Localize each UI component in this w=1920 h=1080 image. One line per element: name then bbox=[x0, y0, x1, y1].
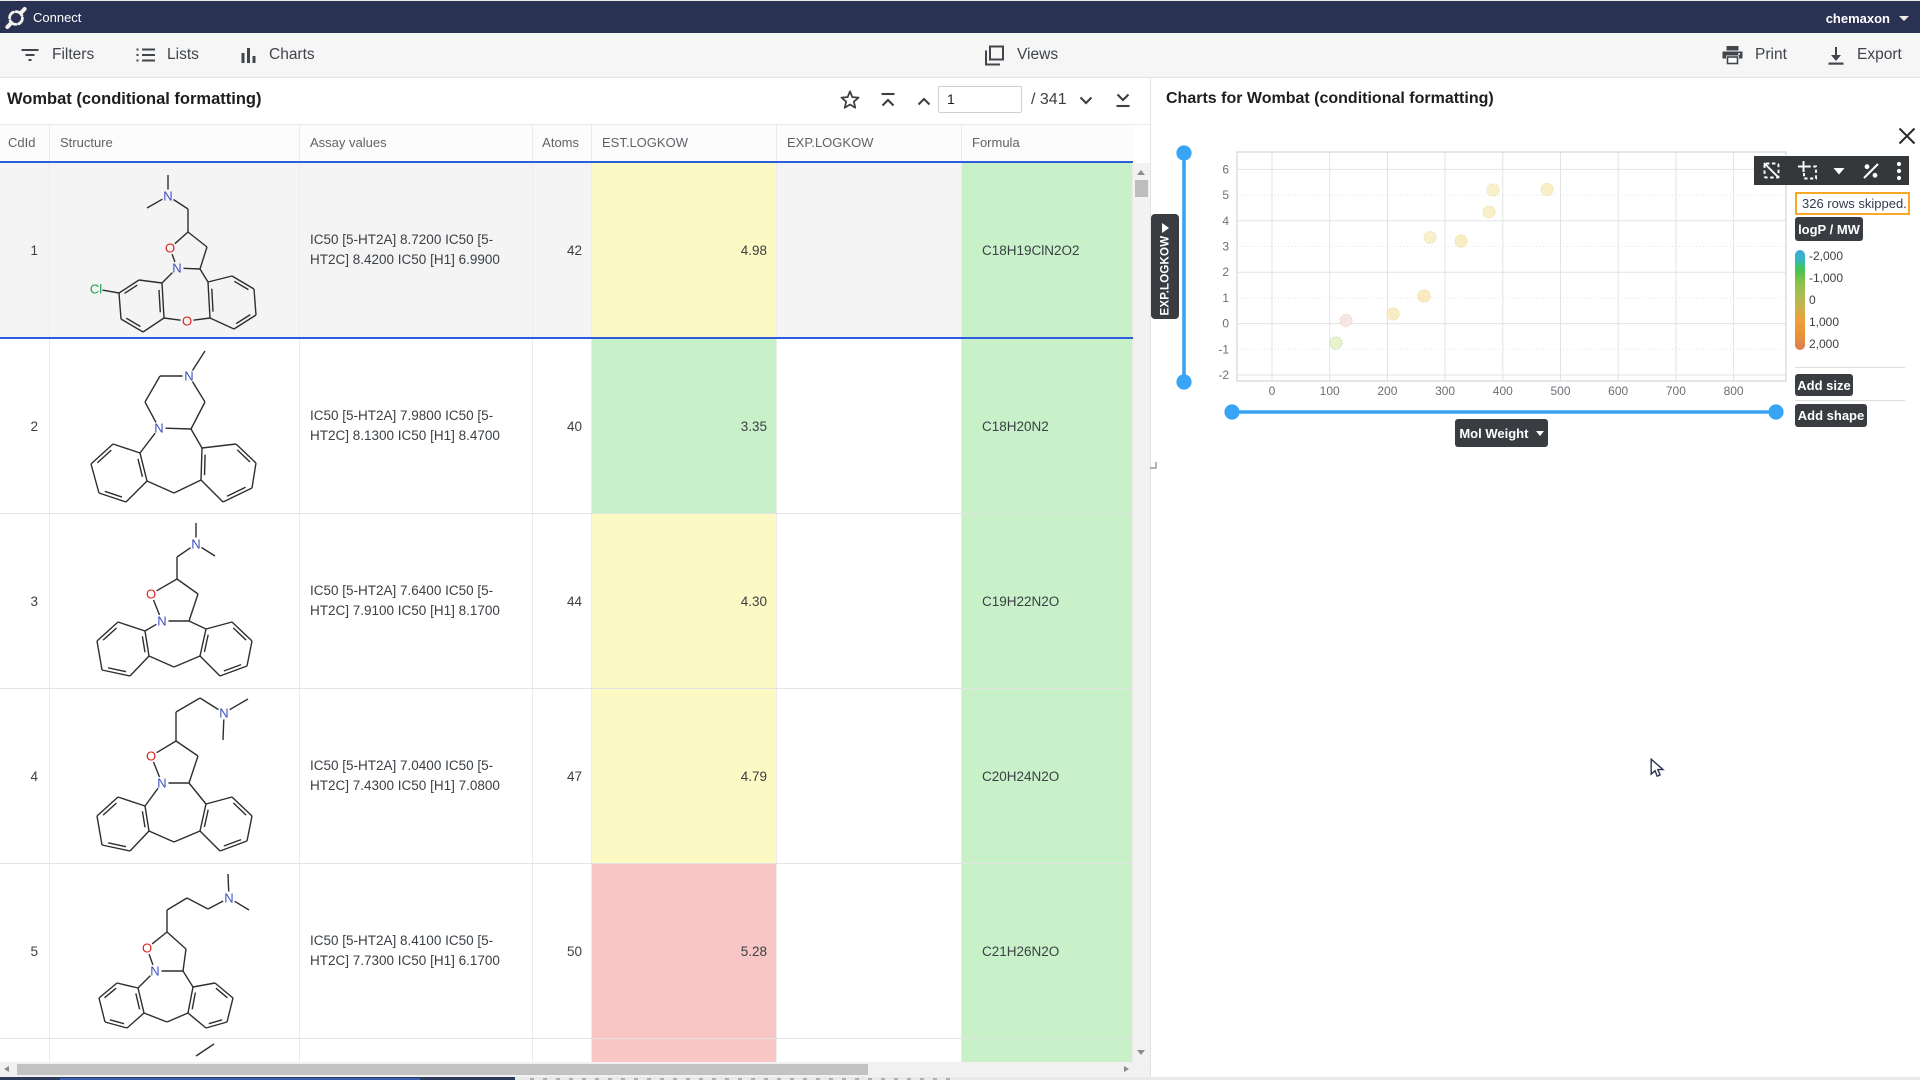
svg-text:0: 0 bbox=[1222, 317, 1229, 331]
svg-text:N: N bbox=[224, 891, 233, 906]
svg-text:800: 800 bbox=[1724, 384, 1744, 398]
svg-text:3: 3 bbox=[1222, 240, 1229, 254]
svg-text:-1: -1 bbox=[1218, 342, 1229, 356]
svg-text:N: N bbox=[184, 369, 193, 384]
svg-text:O: O bbox=[182, 314, 192, 329]
svg-text:O: O bbox=[165, 241, 175, 256]
svg-text:2: 2 bbox=[1222, 265, 1229, 279]
svg-text:5: 5 bbox=[1222, 188, 1229, 202]
svg-text:N: N bbox=[157, 614, 166, 629]
svg-text:700: 700 bbox=[1666, 384, 1686, 398]
svg-text:400: 400 bbox=[1493, 384, 1513, 398]
svg-text:O: O bbox=[142, 941, 152, 956]
svg-text:N: N bbox=[219, 706, 228, 721]
svg-text:O: O bbox=[146, 587, 156, 602]
svg-text:1: 1 bbox=[1222, 291, 1229, 305]
svg-text:N: N bbox=[154, 421, 163, 436]
svg-text:200: 200 bbox=[1377, 384, 1397, 398]
svg-text:O: O bbox=[146, 749, 156, 764]
svg-text:500: 500 bbox=[1550, 384, 1570, 398]
svg-text:300: 300 bbox=[1435, 384, 1455, 398]
svg-text:0: 0 bbox=[1269, 384, 1276, 398]
svg-text:N: N bbox=[150, 964, 159, 979]
svg-text:N: N bbox=[172, 261, 181, 276]
svg-text:Cl: Cl bbox=[90, 282, 102, 297]
svg-text:4: 4 bbox=[1222, 214, 1229, 228]
svg-text:N: N bbox=[163, 189, 172, 204]
svg-text:600: 600 bbox=[1608, 384, 1628, 398]
svg-text:N: N bbox=[191, 537, 200, 552]
svg-text:6: 6 bbox=[1222, 162, 1229, 176]
svg-text:N: N bbox=[157, 776, 166, 791]
svg-text:100: 100 bbox=[1320, 384, 1340, 398]
svg-text:-2: -2 bbox=[1218, 368, 1229, 382]
